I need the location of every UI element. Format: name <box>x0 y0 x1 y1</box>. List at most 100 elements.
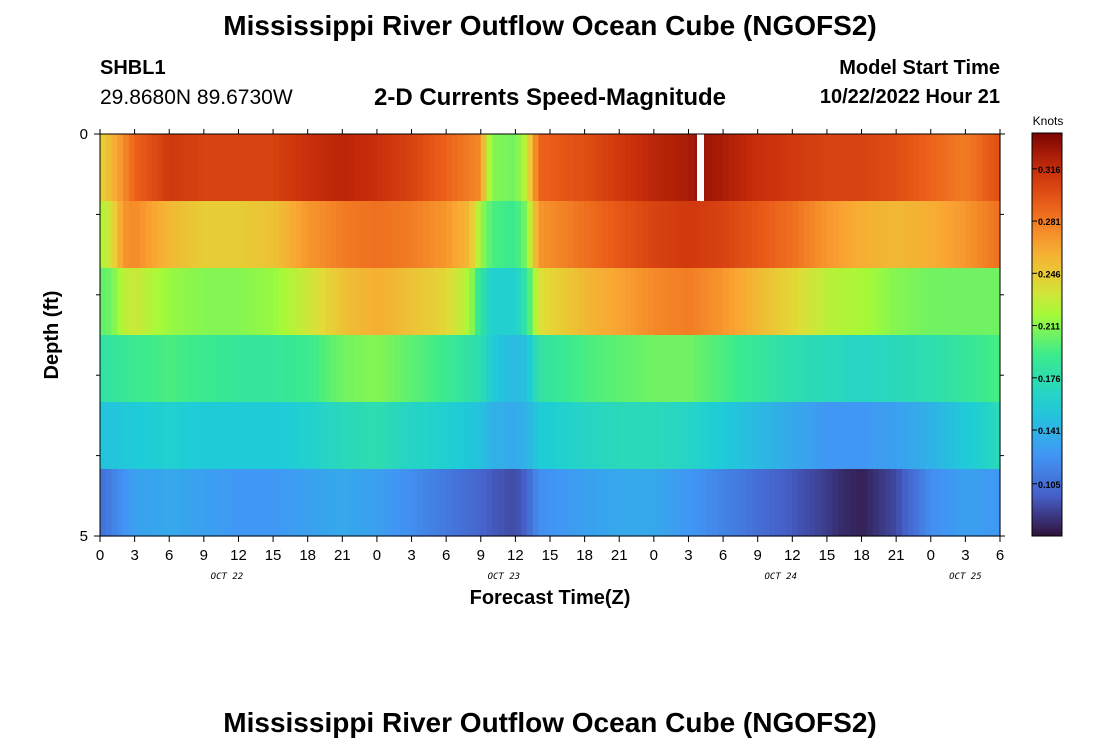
heatmap-cell <box>763 201 770 269</box>
heatmap-cell <box>826 335 834 403</box>
heatmap-cell <box>740 469 747 537</box>
x-tick-label: 6 <box>996 547 1004 564</box>
heatmap-cell <box>630 268 638 336</box>
heatmap-cell <box>371 134 378 202</box>
x-tick-label: 18 <box>853 547 870 564</box>
heatmap-cell <box>151 201 159 269</box>
heatmap-cell <box>550 402 557 470</box>
x-tick-label: 0 <box>650 547 658 564</box>
heatmap-cell <box>815 469 822 537</box>
heatmap-cell <box>688 335 695 403</box>
heatmap-cell <box>226 201 234 269</box>
heatmap-cell <box>798 335 805 403</box>
heatmap-cell <box>515 134 522 202</box>
heatmap-cell <box>567 402 574 470</box>
heatmap-cell <box>665 402 672 470</box>
heatmap-cell <box>255 335 263 403</box>
colorbar-tick-label: 0.211 <box>1038 322 1060 332</box>
heatmap-cell <box>105 335 113 403</box>
heatmap-cell <box>180 402 188 470</box>
heatmap-cell <box>682 134 690 202</box>
heatmap-cell <box>994 402 1001 470</box>
heatmap-cell <box>365 134 372 202</box>
heatmap-cell <box>503 134 511 202</box>
heatmap-cell <box>244 268 251 336</box>
heatmap-cell <box>780 201 788 269</box>
date-label: OCT 25 <box>949 572 982 582</box>
heatmap-cell <box>676 335 684 403</box>
heatmap-cell <box>538 134 545 202</box>
heatmap-cell <box>751 201 759 269</box>
heatmap-cell <box>982 469 990 537</box>
heatmap-cell <box>717 134 724 202</box>
heatmap-cell <box>261 268 268 336</box>
heatmap-cell <box>694 335 701 403</box>
heatmap-cell <box>861 335 868 403</box>
heatmap-cell <box>700 335 707 403</box>
heatmap-cell <box>561 201 568 269</box>
heatmap-cell <box>307 402 315 470</box>
heatmap-cell <box>976 201 984 269</box>
heatmap-cell <box>942 335 949 403</box>
heatmap-cell <box>117 469 124 537</box>
heatmap-cell <box>232 335 240 403</box>
heatmap-cell <box>284 201 291 269</box>
heatmap-cell <box>671 335 678 403</box>
heatmap-cell <box>105 134 113 202</box>
x-tick-label: 12 <box>507 547 524 564</box>
heatmap-cell <box>792 402 799 470</box>
x-tick-label: 15 <box>819 547 836 564</box>
heatmap-cell <box>284 469 291 537</box>
heatmap-cell <box>273 134 280 202</box>
heatmap-cell <box>884 134 891 202</box>
heatmap-cell <box>296 469 303 537</box>
heatmap-cell <box>480 335 488 403</box>
heatmap-cell <box>480 134 488 202</box>
heatmap-row-6 <box>100 469 1001 537</box>
heatmap-cell <box>198 134 205 202</box>
heatmap-cell <box>400 335 407 403</box>
heatmap-cell <box>221 469 228 537</box>
heatmap-cell <box>832 469 840 537</box>
heatmap-cell <box>653 201 661 269</box>
heatmap-cell <box>873 335 880 403</box>
heatmap-cell <box>509 335 516 403</box>
heatmap-cell <box>209 134 216 202</box>
heatmap-cell <box>561 469 568 537</box>
heatmap-cell <box>325 201 332 269</box>
heatmap-cell <box>953 402 961 470</box>
heatmap-cell <box>867 402 874 470</box>
heatmap-cell <box>394 134 401 202</box>
heatmap-cell <box>578 469 586 537</box>
heatmap-cell <box>111 268 118 336</box>
heatmap-cell <box>896 402 903 470</box>
heatmap-cell <box>988 335 995 403</box>
heatmap-cell <box>671 201 678 269</box>
heatmap-cell <box>930 201 938 269</box>
heatmap-cell <box>919 268 926 336</box>
heatmap-cell <box>809 268 816 336</box>
heatmap-cell <box>625 201 632 269</box>
heatmap-cell <box>953 134 961 202</box>
heatmap-cell <box>140 201 147 269</box>
heatmap-cell <box>244 134 251 202</box>
heatmap-cell <box>832 201 840 269</box>
heatmap-cell <box>971 268 978 336</box>
heatmap-cell <box>192 335 199 403</box>
heatmap-cell <box>198 469 205 537</box>
heatmap-cell <box>596 134 603 202</box>
heatmap-cell <box>982 134 990 202</box>
heatmap-cell <box>959 268 966 336</box>
heatmap-cell <box>209 335 216 403</box>
heatmap-cell <box>319 469 326 537</box>
heatmap-cell <box>261 402 268 470</box>
heatmap-cell <box>948 402 955 470</box>
heatmap-cell <box>625 402 632 470</box>
heatmap-cell <box>521 469 528 537</box>
heatmap-cell <box>578 134 586 202</box>
heatmap-cell <box>296 268 303 336</box>
heatmap-cell <box>821 134 828 202</box>
heatmap-cell <box>821 335 828 403</box>
date-label: OCT 22 <box>211 572 244 582</box>
heatmap-cell <box>428 268 436 336</box>
